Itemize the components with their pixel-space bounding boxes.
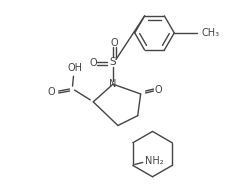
Text: O: O [155, 85, 162, 95]
Text: O: O [89, 59, 97, 68]
Text: S: S [110, 57, 116, 68]
Text: NH₂: NH₂ [145, 157, 164, 166]
Text: O: O [110, 38, 118, 48]
Text: O: O [48, 87, 56, 97]
Text: N: N [109, 79, 117, 89]
Text: CH₃: CH₃ [202, 28, 220, 38]
Text: OH: OH [68, 63, 83, 73]
